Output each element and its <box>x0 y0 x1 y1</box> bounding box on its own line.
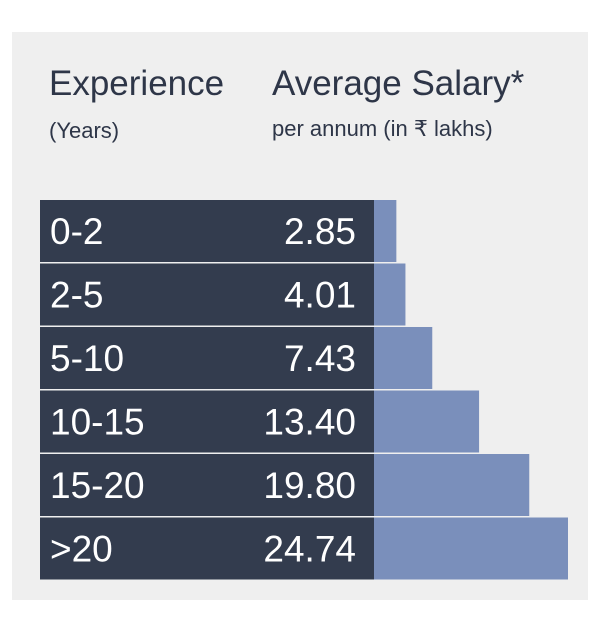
value-label: 24.74 <box>263 529 356 570</box>
category-label: 0-2 <box>50 211 103 252</box>
row-label-bg <box>40 200 374 262</box>
value-label: 19.80 <box>263 465 356 506</box>
row-label-bg <box>40 263 374 326</box>
value-label: 4.01 <box>284 275 356 316</box>
category-label: >20 <box>50 529 113 570</box>
row-label-bg <box>40 454 374 516</box>
value-label: 7.43 <box>284 338 356 379</box>
bar <box>374 517 568 580</box>
bar <box>374 390 480 453</box>
row-label-bg <box>40 517 374 580</box>
row-label-bg <box>40 390 374 453</box>
value-label: 2.85 <box>284 211 356 252</box>
bar <box>374 454 530 516</box>
category-label: 15-20 <box>50 465 145 506</box>
row-label-bg <box>40 327 374 389</box>
salary-subheader: per annum (in ₹ lakhs) <box>272 116 493 141</box>
category-label: 2-5 <box>50 275 103 316</box>
category-label: 10-15 <box>50 402 145 443</box>
bar <box>374 200 397 262</box>
category-label: 5-10 <box>50 338 124 379</box>
bar <box>374 327 433 389</box>
value-label: 13.40 <box>263 402 356 443</box>
experience-subheader: (Years) <box>49 118 120 143</box>
salary-header: Average Salary* <box>272 64 525 103</box>
experience-header: Experience <box>49 64 225 103</box>
bar <box>374 263 406 326</box>
